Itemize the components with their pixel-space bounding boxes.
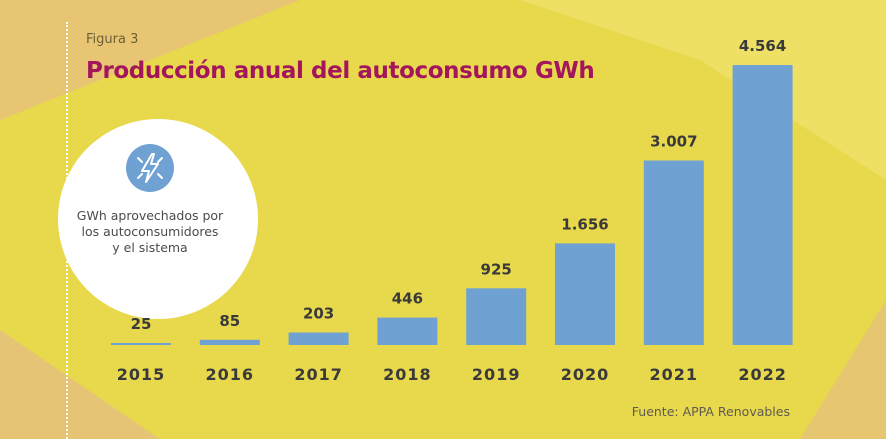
value-label-2015: 25 bbox=[131, 315, 152, 333]
bar-2021 bbox=[643, 160, 704, 345]
background-corner-bottom-right bbox=[800, 300, 886, 439]
category-label-2017: 2017 bbox=[294, 365, 343, 384]
bar-2016 bbox=[199, 339, 260, 345]
category-label-2018: 2018 bbox=[383, 365, 432, 384]
legend-line-2: los autoconsumidores bbox=[81, 224, 219, 239]
background-corner-bottom-left bbox=[0, 330, 160, 439]
bar-2015 bbox=[111, 343, 171, 345]
legend-line-3: y el sistema bbox=[112, 240, 188, 255]
value-label-2022: 4.564 bbox=[739, 37, 786, 55]
legend-card-text: GWh aprovechados por los autoconsumidore… bbox=[70, 208, 230, 256]
category-label-2020: 2020 bbox=[561, 365, 610, 384]
value-label-2020: 1.656 bbox=[561, 215, 608, 233]
bar-2019 bbox=[466, 288, 527, 345]
chart-title: Producción anual del autoconsumo GWh bbox=[86, 58, 595, 84]
value-label-2021: 3.007 bbox=[650, 133, 697, 151]
category-label-2015: 2015 bbox=[117, 365, 166, 384]
category-label-2022: 2022 bbox=[738, 365, 787, 384]
figure-label: Figura 3 bbox=[86, 32, 139, 47]
lightning-bolt-glyph bbox=[137, 153, 163, 183]
value-label-2016: 85 bbox=[219, 312, 240, 330]
value-label-2018: 446 bbox=[392, 290, 423, 308]
bar-2020 bbox=[555, 243, 615, 345]
source-note: Fuente: APPA Renovables bbox=[631, 404, 790, 419]
bar-2022 bbox=[732, 65, 793, 345]
value-label-2017: 203 bbox=[303, 305, 334, 323]
bar-2018 bbox=[377, 317, 438, 345]
lightning-bolt-icon bbox=[126, 144, 174, 192]
category-label-2019: 2019 bbox=[472, 365, 521, 384]
category-label-2021: 2021 bbox=[650, 365, 699, 384]
value-label-2019: 925 bbox=[481, 260, 512, 278]
background-corner-top-left bbox=[0, 0, 300, 120]
bar-2017 bbox=[288, 332, 349, 345]
legend-line-1: GWh aprovechados por bbox=[76, 208, 224, 223]
category-label-2016: 2016 bbox=[206, 365, 255, 384]
background-highlight-top-right bbox=[520, 0, 886, 180]
